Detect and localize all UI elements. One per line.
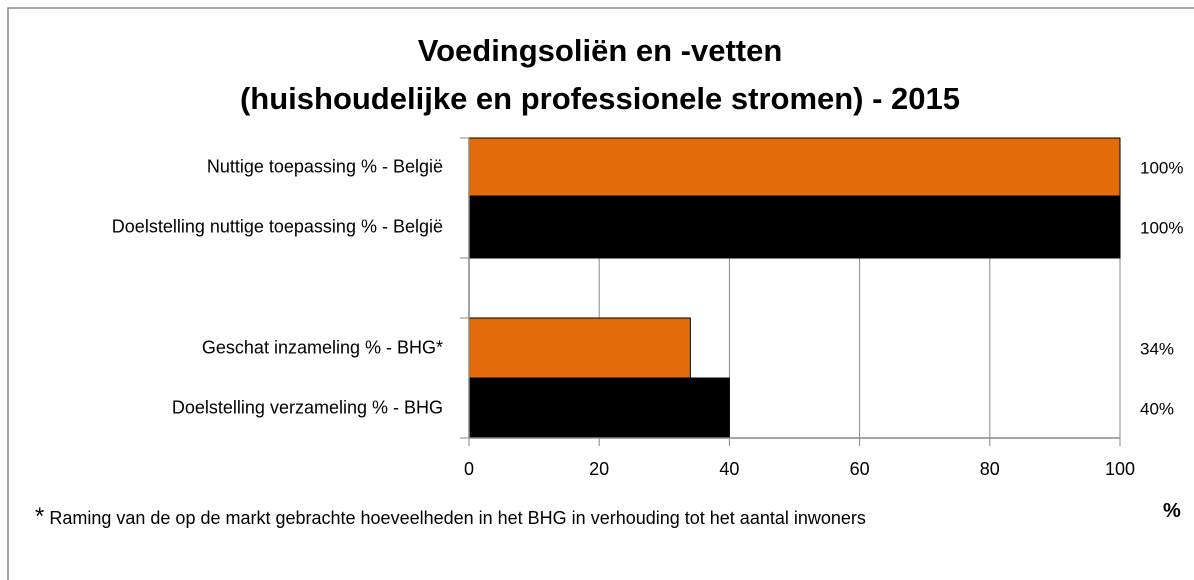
value-label: 34% [1140, 339, 1174, 358]
footnote: * Raming van de op de markt gebrachte ho… [35, 500, 1115, 535]
footnote-marker: * [35, 503, 45, 530]
x-axis-label: % [1163, 500, 1181, 522]
value-label: 100% [1140, 158, 1183, 177]
value-label: 100% [1140, 218, 1183, 237]
footnote-text: Raming van de op de markt gebrachte hoev… [49, 508, 866, 528]
category-label: Doelstelling nuttige toepassing % - Belg… [111, 216, 443, 237]
bar [468, 377, 730, 439]
chart-title: (huishoudelijke en professionele stromen… [240, 81, 960, 116]
x-tick-label: 20 [589, 459, 609, 479]
bar [468, 317, 691, 379]
category-label: Doelstelling verzameling % - BHG [171, 397, 443, 418]
bar [468, 195, 1121, 259]
category-label: Nuttige toepassing % - België [206, 156, 443, 177]
x-tick-label: 60 [850, 459, 870, 479]
x-tick-label: 100 [1105, 459, 1135, 479]
x-tick-label: 0 [464, 459, 474, 479]
chart-title: Voedingsoliën en -vetten [418, 33, 783, 68]
value-label: 40% [1140, 399, 1174, 418]
bar [468, 137, 1121, 197]
x-tick-label: 80 [980, 459, 1000, 479]
category-label: Geschat inzameling % - BHG* [201, 337, 443, 358]
frame [7, 7, 1194, 580]
x-tick-label: 40 [719, 459, 739, 479]
